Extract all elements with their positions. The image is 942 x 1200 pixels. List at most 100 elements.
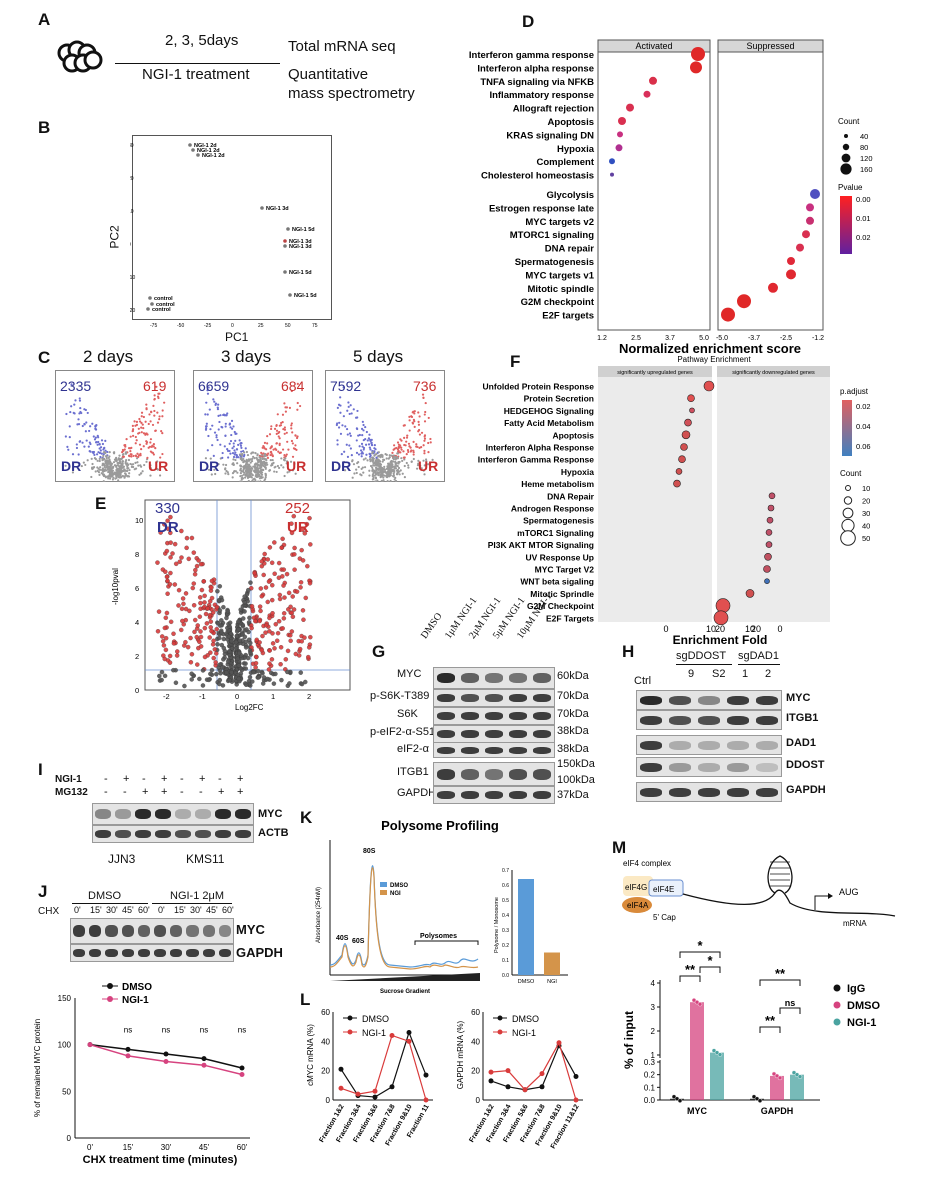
volcano-point <box>259 463 262 466</box>
i-mg-sign: - <box>199 786 203 798</box>
volcano-point <box>215 434 218 437</box>
volcano-point <box>64 464 67 467</box>
volcano-point <box>220 425 223 429</box>
j-point <box>201 1056 207 1062</box>
e-point <box>261 572 266 578</box>
e-point <box>308 542 313 547</box>
d-dot <box>796 243 804 252</box>
pca-xtick: 0 <box>231 323 234 329</box>
d-count-dot <box>842 143 850 151</box>
f-term-label: DNA Repair <box>547 491 595 501</box>
m-eif4g-label: eIF4G <box>625 883 647 892</box>
volcano-point <box>101 457 104 460</box>
d-dot <box>610 172 614 177</box>
j-blot-gapdh <box>70 944 234 962</box>
l-point <box>406 1030 412 1036</box>
volcano-point <box>138 473 141 476</box>
ur-label: UR <box>418 458 439 474</box>
j-xtick: 60' <box>237 1143 248 1152</box>
e-xtick: 2 <box>307 692 311 701</box>
volcano-point <box>341 464 345 468</box>
volcano-point <box>339 396 342 399</box>
volcano-point <box>273 427 277 430</box>
i-cell-label: KMS11 <box>186 852 225 866</box>
volcano-point <box>285 453 288 456</box>
e-point <box>276 619 282 624</box>
volcano-point <box>136 461 139 464</box>
m-sig-label: * <box>697 938 703 953</box>
k-legend-label: DMSO <box>390 883 408 889</box>
volcano-point <box>249 470 252 473</box>
volcano-point <box>153 414 156 417</box>
e-point <box>294 589 300 594</box>
e-point <box>299 681 305 687</box>
volcano-point <box>241 454 244 457</box>
volcano-point <box>205 401 208 404</box>
volcano-point <box>149 467 153 470</box>
e-point <box>266 667 272 672</box>
volcano-point <box>370 452 374 455</box>
volcano-point <box>218 420 221 424</box>
volcano-point <box>347 405 350 408</box>
volcano-point <box>104 449 107 452</box>
volcano-point <box>108 470 112 473</box>
f-term-label: Fatty Acid Metabolism <box>504 418 594 428</box>
f-strip-left-label: significantly upregulated genes <box>617 370 693 376</box>
volcano-point <box>69 410 72 414</box>
e-point <box>289 521 294 526</box>
volcano-point <box>420 467 423 470</box>
i-mg-sign: + <box>142 786 149 798</box>
d-dot <box>617 131 623 138</box>
h-group1: sgDDOST <box>676 650 727 662</box>
ur-count: 619 <box>143 378 167 394</box>
volcano-point <box>262 480 266 482</box>
volcano-point <box>130 446 133 449</box>
blot-band <box>532 673 552 683</box>
f-count-title: Count <box>840 469 862 478</box>
e-point <box>198 634 204 640</box>
pca-point <box>283 244 287 248</box>
e-point <box>297 646 303 652</box>
volcano-point <box>289 460 293 463</box>
volcano-point <box>88 429 91 433</box>
h-lane-label: 2 <box>765 668 772 680</box>
volcano-point <box>280 457 283 460</box>
volcano-point <box>74 399 77 402</box>
volcano-point <box>228 442 231 445</box>
e-point <box>306 654 311 660</box>
volcano-point <box>233 449 236 452</box>
volcano-point <box>246 474 249 478</box>
volcano-point <box>89 425 92 428</box>
blot-band <box>218 949 232 957</box>
i-mg-label: MG132 <box>55 787 88 798</box>
blot-band <box>195 809 211 819</box>
m-ylabel: % of input <box>622 1011 636 1069</box>
pca-ytick: 30 <box>130 143 134 149</box>
e-point <box>270 641 276 646</box>
e-point <box>298 585 303 590</box>
volcano-point <box>390 454 393 457</box>
e-ur-label: UR <box>287 519 309 536</box>
volcano-point <box>111 478 115 481</box>
f-dot <box>766 516 774 524</box>
volcano-point <box>368 446 371 449</box>
volcano-point <box>123 444 126 447</box>
volcano-point <box>118 465 122 469</box>
d-term-label: Hypoxia <box>557 144 595 155</box>
f-strip-right-label: significantly downregulated genes <box>732 370 815 376</box>
volcano-point <box>96 443 99 446</box>
volcano-point <box>156 411 159 414</box>
volcano-point <box>285 431 288 434</box>
volcano-point <box>359 449 363 452</box>
volcano-point <box>397 466 401 470</box>
e-xtick: 1 <box>271 692 275 701</box>
volcano-point <box>242 470 245 473</box>
volcano-point <box>260 473 264 476</box>
volcano-point <box>429 437 432 441</box>
blot-band <box>484 730 504 738</box>
e-point <box>248 640 253 646</box>
volcano-point <box>423 435 426 438</box>
d-xtick: -3.7 <box>748 335 760 342</box>
volcano-point <box>398 473 401 476</box>
